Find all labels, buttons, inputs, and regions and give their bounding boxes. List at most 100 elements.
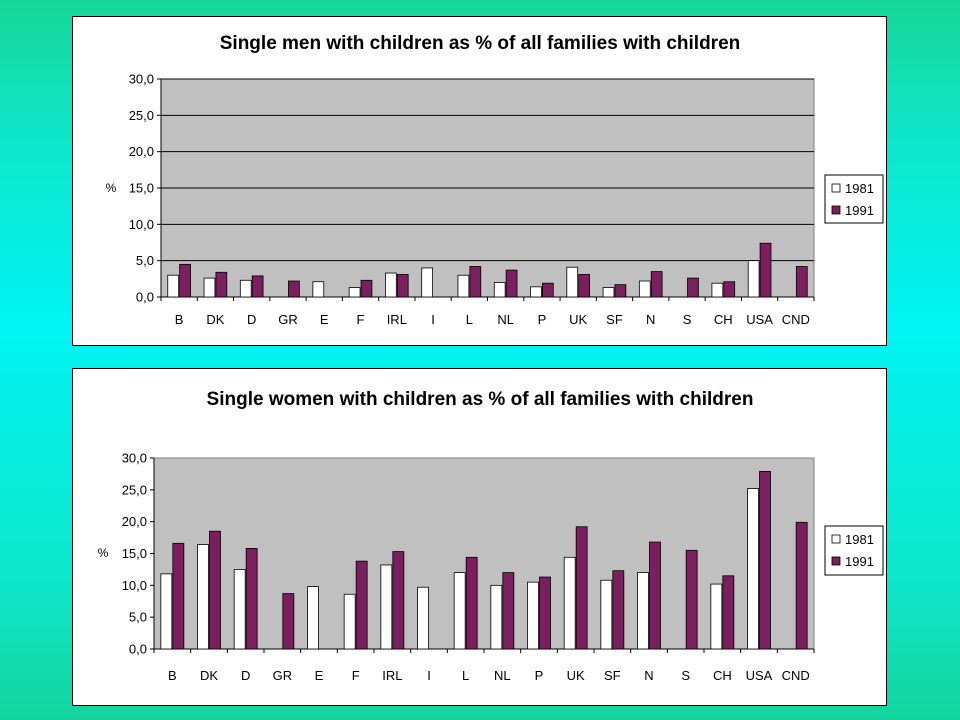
- bar-1981-uk: [566, 266, 579, 298]
- bar-1981-nl: [490, 584, 503, 650]
- x-category-label: S: [683, 312, 692, 327]
- x-category-label: NL: [494, 668, 511, 683]
- x-category-label: SF: [606, 312, 623, 327]
- bar-1981-p: [530, 286, 542, 298]
- bar-1991-f: [360, 279, 373, 298]
- bar-1981-d: [233, 569, 246, 650]
- x-category-label: F: [352, 668, 360, 683]
- bar-1991-sf: [614, 284, 627, 298]
- bar-1991-dk: [215, 271, 228, 298]
- bar-1981-n: [638, 280, 651, 298]
- x-category-label: N: [646, 312, 655, 327]
- bar-1981-d: [239, 279, 252, 298]
- bar-1991-sf: [612, 570, 625, 650]
- bar-1991-cnd: [795, 521, 808, 650]
- legend-swatch-1991: [831, 556, 841, 566]
- legend-swatch-1981: [831, 534, 841, 544]
- y-tick-label: 10,0: [122, 578, 147, 593]
- x-category-label: I: [431, 312, 435, 327]
- x-category-label: B: [175, 312, 184, 327]
- bar-1981-sf: [602, 287, 615, 298]
- x-category-label: IRL: [382, 668, 402, 683]
- bar-1991-ch: [722, 575, 735, 650]
- bar-1981-irl: [380, 564, 393, 650]
- bar-1981-l: [457, 274, 470, 298]
- x-category-label: IRL: [387, 312, 407, 327]
- x-category-label: F: [357, 312, 365, 327]
- x-category-label: L: [462, 668, 469, 683]
- legend-label-1991: 1991: [845, 554, 874, 569]
- bar-1991-d: [251, 275, 264, 298]
- x-category-label: DK: [200, 668, 218, 683]
- bar-1991-gr: [282, 593, 295, 650]
- y-tick-label: 15,0: [129, 181, 154, 196]
- bar-1991-usa: [759, 242, 772, 298]
- y-tick-label: 30,0: [129, 72, 154, 87]
- bar-1981-b: [160, 573, 173, 650]
- x-category-label: CH: [713, 668, 732, 683]
- x-category-label: E: [320, 312, 329, 327]
- bar-1981-usa: [747, 488, 759, 650]
- bar-1981-nl: [493, 282, 506, 298]
- bar-1991-d: [245, 548, 258, 650]
- legend-label-1981: 1981: [845, 532, 874, 547]
- y-tick-label: 30,0: [122, 451, 147, 466]
- bar-1991-uk: [575, 526, 588, 650]
- chart-panel-single-men: Single men with children as % of all fam…: [72, 16, 887, 346]
- x-category-label: D: [247, 312, 256, 327]
- bar-1991-cnd: [795, 266, 808, 298]
- bar-1991-usa: [759, 470, 771, 650]
- x-category-label: CND: [782, 668, 810, 683]
- bar-1981-p: [527, 581, 539, 650]
- y-tick-label: 20,0: [129, 144, 154, 159]
- x-category-label: CH: [714, 312, 733, 327]
- x-category-label: UK: [569, 312, 587, 327]
- y-axis-label: %: [98, 546, 109, 560]
- bar-1991-ch: [723, 281, 736, 298]
- bar-1991-uk: [578, 274, 590, 298]
- bar-1991-nl: [505, 269, 518, 298]
- x-category-label: DK: [206, 312, 224, 327]
- bar-1991-dk: [209, 530, 221, 650]
- bar-1991-l: [469, 266, 482, 298]
- bar-1981-uk: [563, 556, 576, 650]
- bar-1981-b: [167, 274, 180, 298]
- x-category-label: N: [644, 668, 653, 683]
- x-category-label: CND: [782, 312, 810, 327]
- legend-label-1991: 1991: [845, 203, 874, 218]
- y-tick-label: 20,0: [122, 514, 147, 529]
- bar-1991-irl: [392, 551, 405, 650]
- bar-1981-f: [343, 593, 356, 650]
- y-axis-label: %: [106, 181, 117, 195]
- legend: [824, 174, 884, 224]
- legend-swatch-1981: [831, 183, 841, 193]
- x-category-label: B: [168, 668, 177, 683]
- bar-1981-irl: [385, 272, 397, 298]
- x-category-label: P: [538, 312, 547, 327]
- bar-1991-s: [687, 277, 699, 298]
- y-tick-label: 5,0: [129, 610, 147, 625]
- bar-1981-n: [637, 572, 649, 650]
- bar-1991-n: [650, 271, 663, 298]
- legend: [824, 525, 884, 576]
- x-category-label: GR: [278, 312, 298, 327]
- x-category-label: I: [427, 668, 431, 683]
- bar-1991-n: [649, 541, 661, 650]
- bar-1991-l: [465, 556, 478, 650]
- bar-1981-e: [312, 281, 325, 298]
- chart-svg-single-women: Single women with children as % of all f…: [98, 389, 884, 683]
- bar-1981-l: [453, 572, 466, 650]
- x-category-label: E: [315, 668, 324, 683]
- legend-label-1981: 1981: [845, 181, 874, 196]
- y-tick-label: 0,0: [136, 290, 154, 305]
- bar-1981-ch: [711, 282, 724, 298]
- bar-1991-nl: [502, 572, 515, 650]
- x-category-label: L: [466, 312, 473, 327]
- x-category-label: GR: [273, 668, 293, 683]
- x-category-label: USA: [746, 312, 773, 327]
- bar-1991-gr: [288, 280, 300, 298]
- x-category-label: SF: [604, 668, 621, 683]
- x-category-label: D: [241, 668, 250, 683]
- y-tick-label: 25,0: [122, 482, 147, 497]
- y-tick-label: 15,0: [122, 546, 147, 561]
